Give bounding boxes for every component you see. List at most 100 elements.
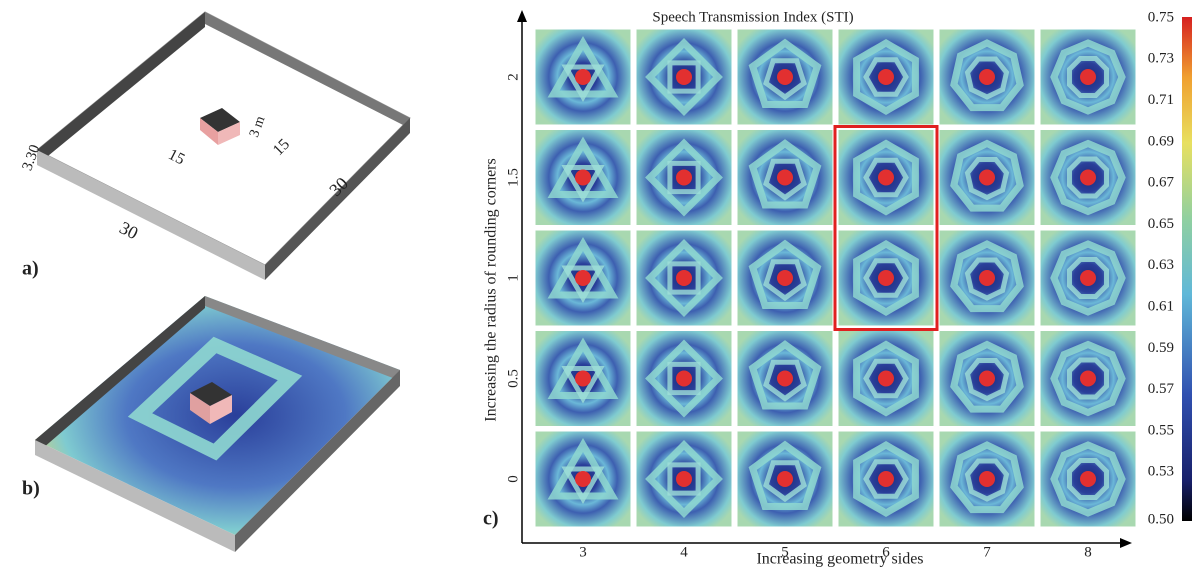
tile (838, 130, 934, 225)
x-tick-label: 3 (579, 544, 587, 560)
ring (763, 359, 807, 402)
colorbar-tick-label: 0.67 (1148, 175, 1175, 191)
tile (737, 230, 833, 326)
ring (667, 361, 701, 396)
tile (535, 331, 631, 426)
source (676, 69, 692, 85)
source (878, 69, 894, 85)
colorbar (1182, 17, 1192, 521)
ring (667, 160, 701, 195)
tile (535, 29, 631, 125)
dimension: 15 (165, 146, 187, 168)
title: Speech Transmission Index (STI) (652, 9, 853, 25)
panel-label: a) (22, 258, 39, 280)
source (979, 270, 995, 286)
tile (636, 29, 732, 125)
colorbar-tick-label: 0.55 (1148, 422, 1174, 438)
source (1080, 169, 1096, 186)
source (1080, 69, 1096, 85)
tile (838, 431, 934, 527)
tile (636, 331, 732, 426)
ring (763, 259, 807, 302)
ring (1067, 56, 1109, 98)
tile (737, 29, 833, 125)
ring (964, 257, 1010, 301)
wall (35, 440, 235, 552)
source (1080, 370, 1096, 387)
wall (205, 296, 400, 380)
tile (636, 431, 732, 527)
ring (1050, 39, 1126, 115)
arrow (1120, 538, 1132, 548)
ring (763, 460, 807, 503)
colorbar-tick-label: 0.50 (1148, 511, 1174, 527)
ring (763, 158, 807, 201)
source (777, 169, 793, 186)
ring (561, 165, 605, 203)
tile (737, 331, 833, 426)
ring (1050, 340, 1126, 417)
ring (748, 239, 822, 309)
ring (1050, 240, 1126, 316)
dimension: 3.30 (19, 143, 43, 173)
ring (863, 358, 909, 399)
y-tick-label: 2 (505, 73, 521, 81)
x-tick-label: 6 (882, 544, 890, 560)
ring (667, 261, 701, 295)
ring (561, 366, 605, 404)
y-tick-label: 0.5 (505, 369, 521, 388)
panel-b: b) (22, 296, 400, 552)
ring (645, 440, 723, 518)
tile (939, 431, 1035, 527)
ring (853, 38, 919, 116)
ring (950, 139, 1024, 212)
wall (35, 296, 205, 455)
source (979, 169, 995, 186)
colorbar-tick-label: 0.69 (1148, 133, 1174, 149)
tile (1040, 130, 1136, 225)
source (575, 370, 591, 387)
source-box (210, 395, 232, 424)
source (777, 69, 793, 85)
colorbar-tick-label: 0.53 (1148, 464, 1174, 480)
tile (737, 130, 833, 225)
ring (1050, 139, 1126, 216)
source (575, 69, 591, 85)
ring (561, 265, 605, 304)
ring (645, 38, 723, 116)
colorbar-tick-label: 0.71 (1148, 92, 1174, 108)
ring (645, 239, 723, 317)
wall (205, 12, 410, 126)
tile (535, 130, 631, 225)
source (1080, 471, 1096, 487)
ring (645, 339, 723, 418)
source (878, 370, 894, 387)
tile (737, 431, 833, 527)
ring (748, 38, 822, 108)
x-tick-label: 7 (983, 544, 991, 560)
source (979, 370, 995, 387)
ring (667, 462, 701, 496)
ring (561, 466, 605, 505)
ring (863, 258, 909, 298)
ring (853, 239, 919, 317)
colorbar-tick-label: 0.61 (1148, 299, 1174, 315)
panel-c: Speech Transmission Index (STI) Increasi… (483, 9, 1192, 568)
x-tick-label: 8 (1084, 544, 1092, 560)
y-label: Increasing the radius of rounding corner… (483, 158, 500, 421)
source (575, 471, 591, 487)
source (676, 370, 692, 387)
source (878, 471, 894, 487)
source (676, 169, 692, 186)
tile (1040, 230, 1136, 326)
tile (636, 230, 732, 326)
source (676, 471, 692, 487)
colorbar-tick-label: 0.75 (1148, 9, 1174, 25)
tile (535, 431, 631, 527)
wall (235, 370, 400, 552)
colorbar-tick-label: 0.63 (1148, 257, 1174, 273)
tile (838, 29, 934, 125)
colorbar-tick-label: 0.57 (1148, 381, 1175, 397)
dimension: 3 m (247, 114, 268, 139)
ring (748, 440, 822, 510)
